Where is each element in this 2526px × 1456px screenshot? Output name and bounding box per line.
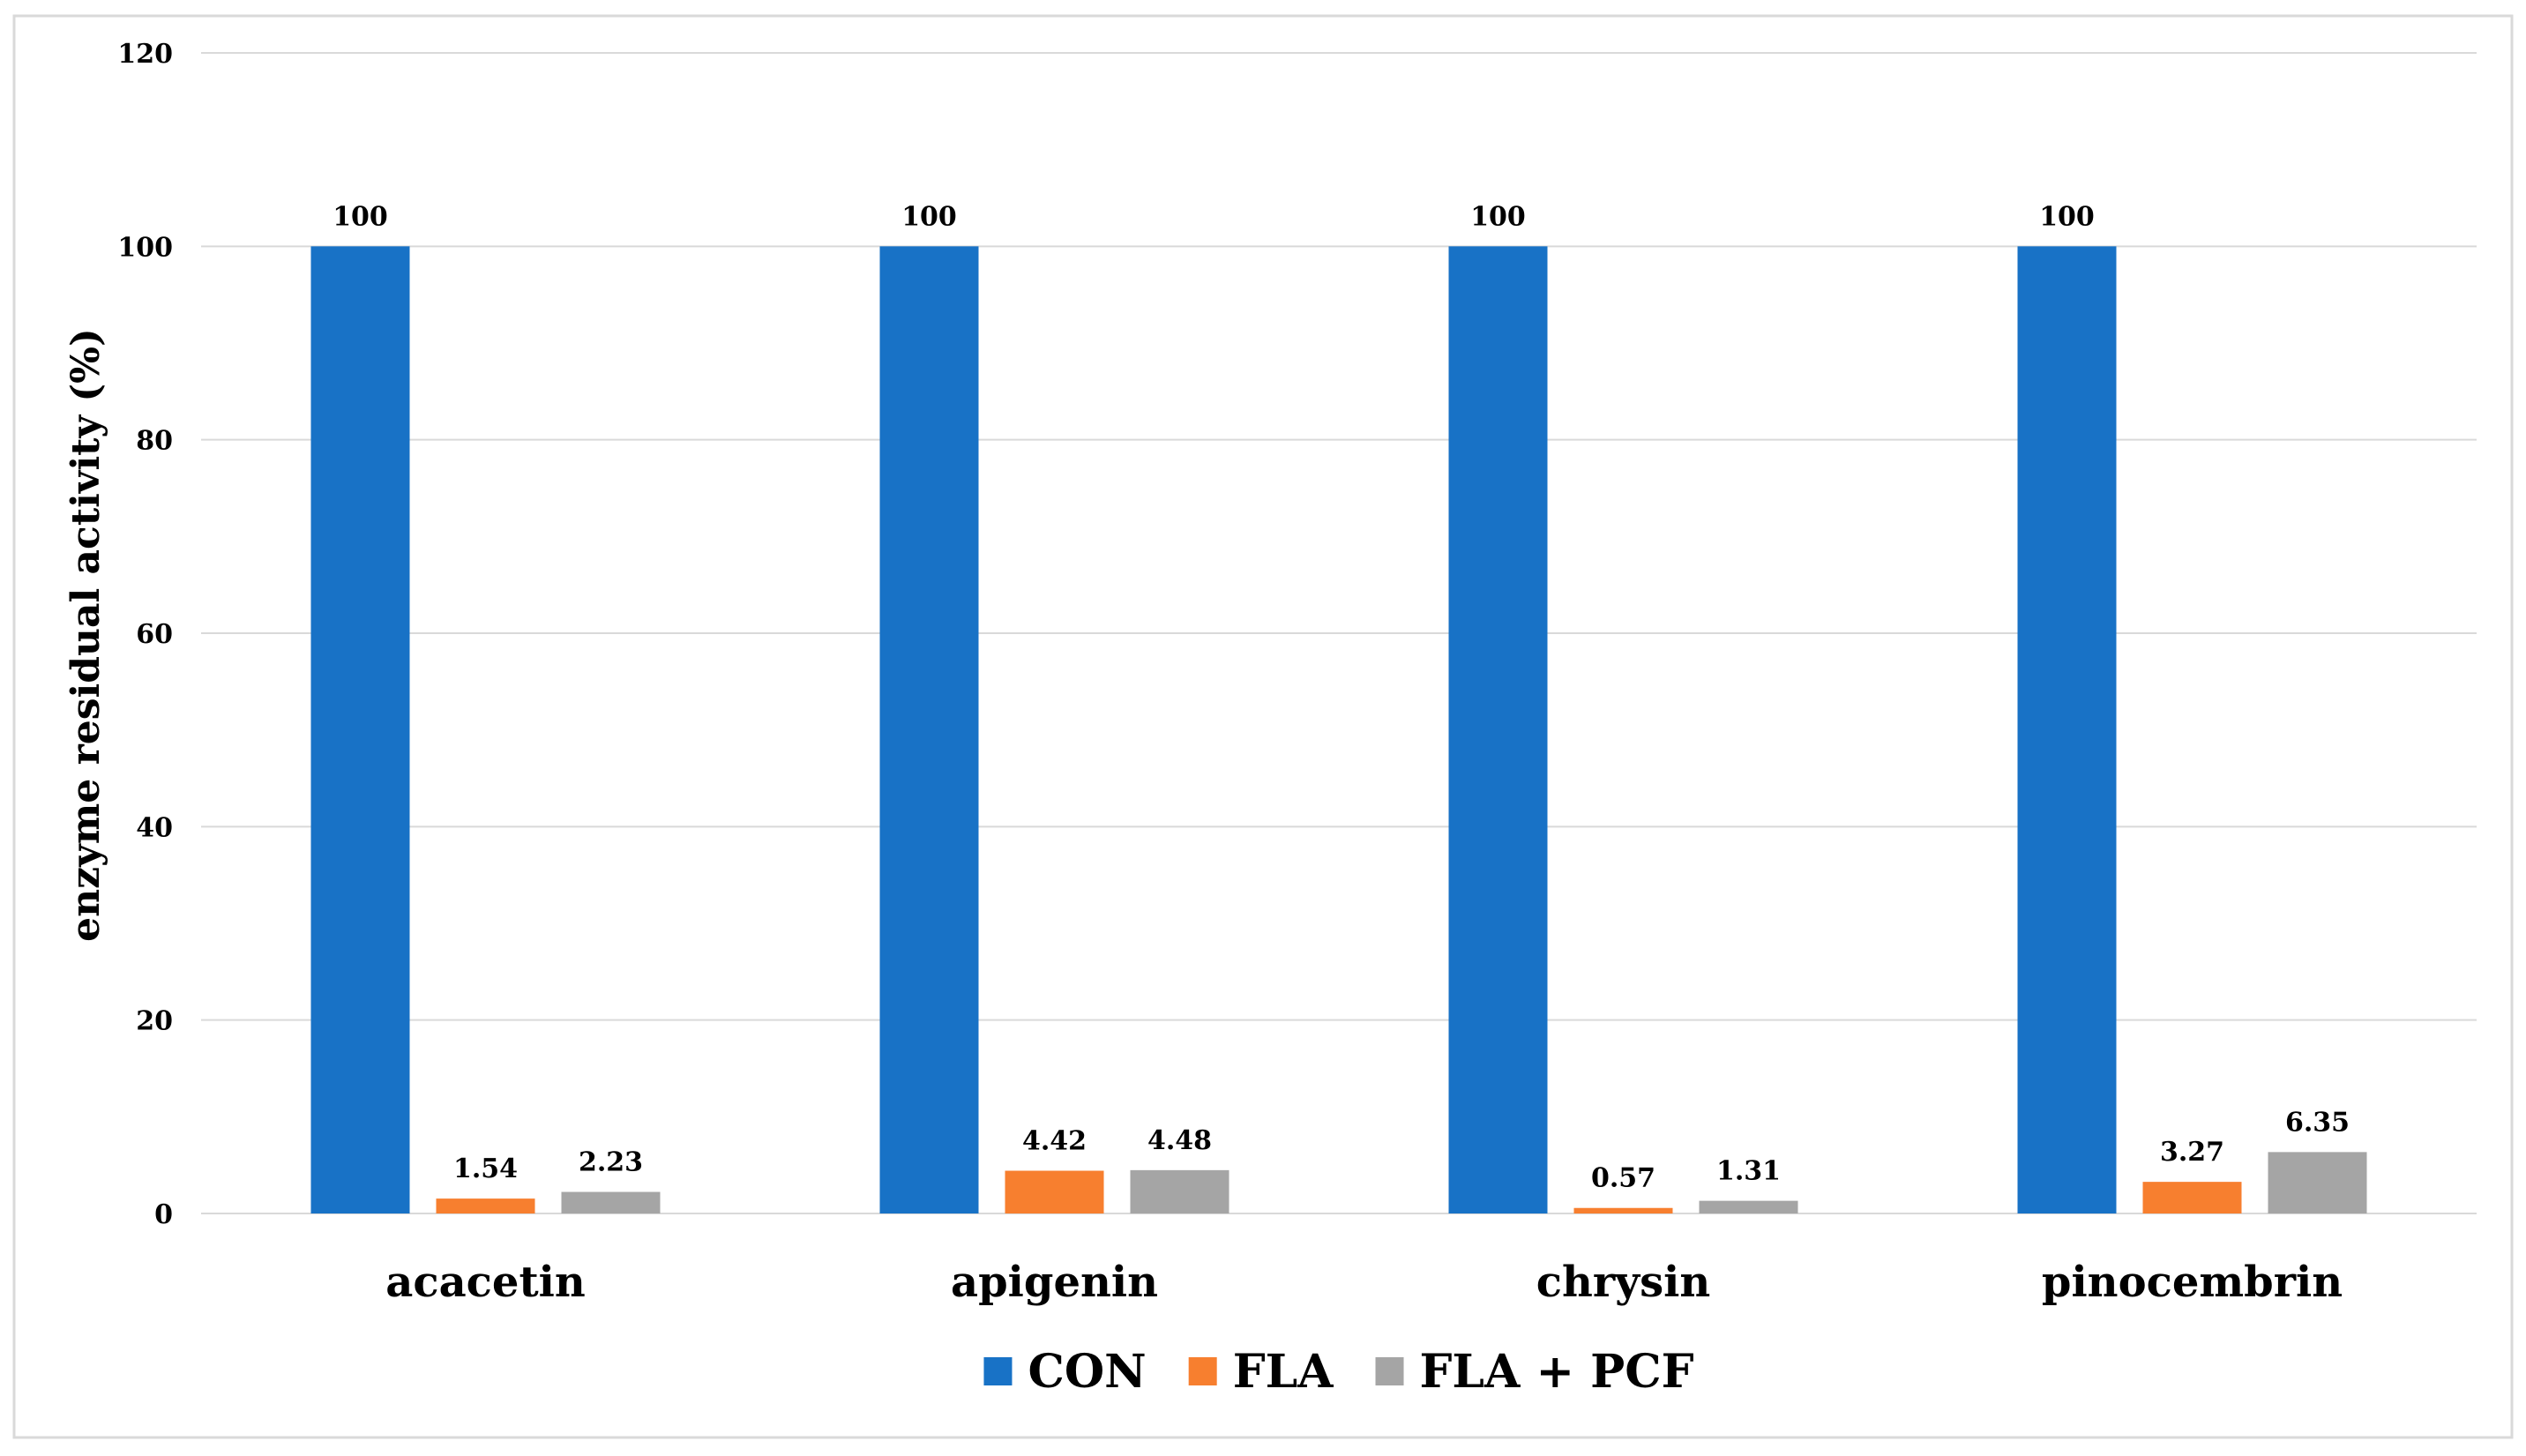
bar-con-acacetin bbox=[310, 246, 410, 1213]
data-label: 2.23 bbox=[579, 1147, 643, 1178]
bar-con-chrysin bbox=[1448, 246, 1548, 1213]
bar-fla-pinocembrin bbox=[2142, 1182, 2242, 1213]
legend-swatch bbox=[983, 1357, 1013, 1385]
y-tick-label: 100 bbox=[117, 232, 173, 263]
y-tick-label: 0 bbox=[154, 1199, 173, 1230]
data-label: 100 bbox=[1470, 201, 1526, 232]
data-label: 100 bbox=[2039, 201, 2095, 232]
bar-fla-acacetin bbox=[436, 1198, 535, 1213]
data-label: 4.48 bbox=[1147, 1125, 1212, 1156]
x-tick-label-acacetin: acacetin bbox=[385, 1258, 586, 1307]
data-labels: 100 1.54 2.23 100 4.42 4.48 100 0.57 1.31 100 3.27… bbox=[333, 201, 2350, 1193]
data-label: 3.27 bbox=[2160, 1137, 2224, 1168]
bar-fla-apigenin bbox=[1005, 1170, 1104, 1213]
y-tick-label: 20 bbox=[136, 1006, 173, 1037]
data-label: 6.35 bbox=[2285, 1107, 2350, 1138]
data-label: 100 bbox=[901, 201, 957, 232]
bar-con-pinocembrin bbox=[2017, 246, 2117, 1213]
data-label: 100 bbox=[333, 201, 388, 232]
data-label: 0.57 bbox=[1591, 1163, 1655, 1194]
bar-fla-pcf-chrysin bbox=[1699, 1200, 1798, 1213]
data-label: 1.31 bbox=[1716, 1156, 1781, 1187]
data-label: 1.54 bbox=[453, 1154, 518, 1184]
legend: CON FLA FLA + PCF bbox=[983, 1345, 1694, 1399]
bar-fla-pcf-acacetin bbox=[561, 1191, 661, 1213]
y-tick-labels: 0 20 40 60 80 100 120 bbox=[117, 39, 173, 1230]
y-tick-label: 60 bbox=[136, 619, 173, 650]
x-tick-label-chrysin: chrysin bbox=[1536, 1258, 1710, 1307]
bars bbox=[310, 246, 2367, 1213]
bar-con-apigenin bbox=[879, 246, 979, 1213]
y-tick-label: 120 bbox=[117, 39, 173, 70]
x-tick-label-pinocembrin: pinocembrin bbox=[2042, 1258, 2343, 1307]
legend-label: FLA bbox=[1233, 1345, 1334, 1399]
bar-fla-pcf-apigenin bbox=[1130, 1169, 1229, 1213]
bar-fla-pcf-pinocembrin bbox=[2268, 1152, 2367, 1213]
y-tick-label: 40 bbox=[136, 812, 173, 843]
x-tick-labels: acacetin apigenin chrysin pinocembrin bbox=[385, 1258, 2343, 1307]
x-tick-label-apigenin: apigenin bbox=[951, 1258, 1158, 1307]
legend-swatch bbox=[1188, 1357, 1217, 1385]
legend-label: CON bbox=[1028, 1345, 1146, 1399]
y-axis-label: enzyme residual activity (%) bbox=[64, 328, 108, 942]
bar-fla-chrysin bbox=[1573, 1207, 1673, 1213]
data-label: 4.42 bbox=[1022, 1126, 1087, 1157]
legend-label: FLA + PCF bbox=[1420, 1345, 1694, 1399]
legend-swatch bbox=[1375, 1357, 1404, 1385]
y-tick-label: 80 bbox=[136, 426, 173, 457]
